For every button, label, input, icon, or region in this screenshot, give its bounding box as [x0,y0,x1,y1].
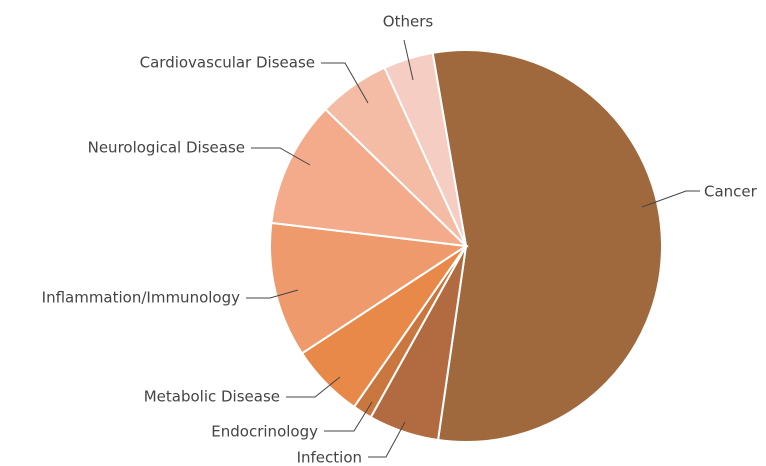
leader-line [251,147,311,166]
pie-slice [431,49,663,443]
leader-line [286,376,341,398]
slice-label: Cancer [704,183,758,201]
leader-line [368,421,406,458]
slice-label: Endocrinology [211,423,318,441]
slice-label: Metabolic Disease [144,388,280,406]
slice-label: Infection [297,449,362,466]
slice-label: Cardiovascular Disease [140,54,315,72]
slice-label: Inflammation/Immunology [42,289,240,307]
slice-label: Others [383,13,434,31]
leader-line [321,62,369,104]
pie-slice [269,221,469,355]
leader-line [641,190,700,208]
leader-line [403,39,414,81]
slice-label: Neurological Disease [88,139,245,157]
pie-slice [270,107,469,248]
leader-line [246,289,299,299]
leader-line [324,401,373,432]
